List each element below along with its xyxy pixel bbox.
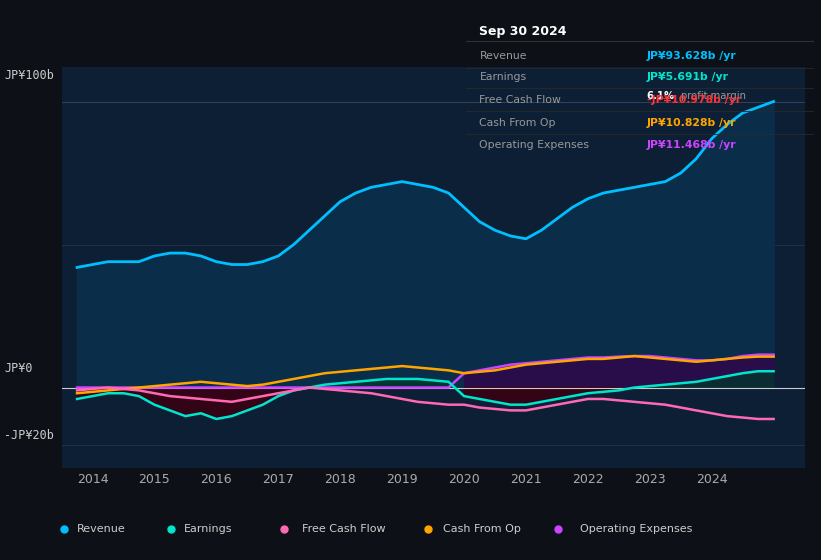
Text: -JP¥20b: -JP¥20b bbox=[4, 429, 54, 442]
Text: Earnings: Earnings bbox=[479, 72, 526, 82]
Text: JP¥5.691b /yr: JP¥5.691b /yr bbox=[646, 72, 728, 82]
Text: Cash From Op: Cash From Op bbox=[479, 118, 556, 128]
Text: Free Cash Flow: Free Cash Flow bbox=[302, 524, 385, 534]
Text: 6.1%: 6.1% bbox=[646, 91, 675, 101]
Text: Revenue: Revenue bbox=[479, 51, 527, 61]
Text: Operating Expenses: Operating Expenses bbox=[479, 140, 589, 150]
Text: Revenue: Revenue bbox=[77, 524, 126, 534]
Text: -JP¥10.978b /yr: -JP¥10.978b /yr bbox=[646, 95, 741, 105]
Text: Operating Expenses: Operating Expenses bbox=[580, 524, 692, 534]
Text: Earnings: Earnings bbox=[184, 524, 232, 534]
Text: Cash From Op: Cash From Op bbox=[443, 524, 521, 534]
Text: JP¥10.828b /yr: JP¥10.828b /yr bbox=[646, 118, 736, 128]
Text: Sep 30 2024: Sep 30 2024 bbox=[479, 25, 567, 38]
Text: JP¥0: JP¥0 bbox=[4, 362, 33, 375]
Text: JP¥11.468b /yr: JP¥11.468b /yr bbox=[646, 140, 736, 150]
Text: JP¥93.628b /yr: JP¥93.628b /yr bbox=[646, 51, 736, 61]
Text: JP¥100b: JP¥100b bbox=[4, 69, 54, 82]
Text: profit margin: profit margin bbox=[681, 91, 746, 101]
Text: Free Cash Flow: Free Cash Flow bbox=[479, 95, 562, 105]
